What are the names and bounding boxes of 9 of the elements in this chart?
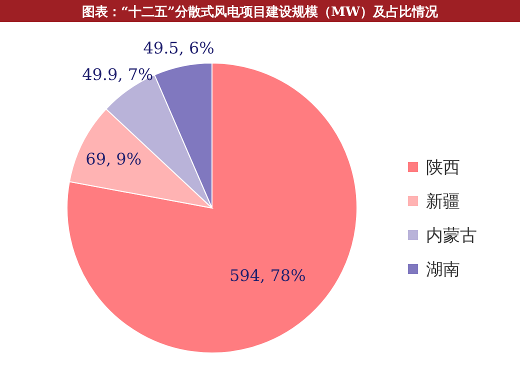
legend-label: 新疆 bbox=[426, 192, 460, 212]
legend-label: 内蒙古 bbox=[426, 226, 477, 246]
legend-label: 湖南 bbox=[426, 260, 460, 280]
data-label: 594, 78% bbox=[230, 266, 306, 285]
data-label: 49.9, 7% bbox=[82, 65, 154, 84]
data-label: 69, 9% bbox=[86, 149, 142, 168]
data-label: 49.5, 6% bbox=[143, 38, 214, 58]
legend-label: 陕西 bbox=[426, 158, 460, 178]
chart-title: 图表：“十二五”分散式风电项目建设规模（MW）及占比情况 bbox=[82, 4, 439, 20]
